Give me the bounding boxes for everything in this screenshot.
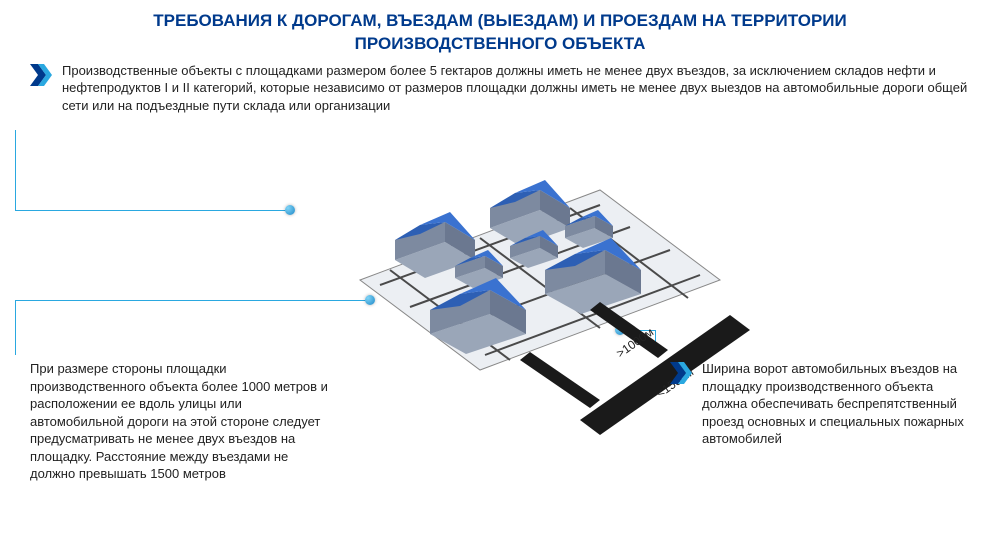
callout-line (15, 300, 16, 355)
callout-line (15, 210, 290, 211)
top-bullet-text: Производственные объекты с площадками ра… (62, 62, 970, 115)
bottom-left-text: При размере стороны площадки производств… (30, 360, 330, 483)
chevron-icon (30, 64, 52, 86)
bottom-left-block: При размере стороны площадки производств… (30, 360, 330, 483)
page-title: ТРЕБОВАНИЯ К ДОРОГАМ, ВЪЕЗДАМ (ВЫЕЗДАМ) … (0, 0, 1000, 62)
bottom-right-block: Ширина ворот автомобильных въездов на пл… (670, 360, 970, 448)
bottom-right-text: Ширина ворот автомобильных въездов на пл… (702, 360, 970, 448)
top-bullet: Производственные объекты с площадками ра… (0, 62, 1000, 115)
chevron-icon (670, 362, 692, 384)
title-line-2: ПРОИЗВОДСТВЕННОГО ОБЪЕКТА (355, 34, 646, 53)
callout-line (15, 130, 16, 210)
title-line-1: ТРЕБОВАНИЯ К ДОРОГАМ, ВЪЕЗДАМ (ВЫЕЗДАМ) … (153, 11, 846, 30)
